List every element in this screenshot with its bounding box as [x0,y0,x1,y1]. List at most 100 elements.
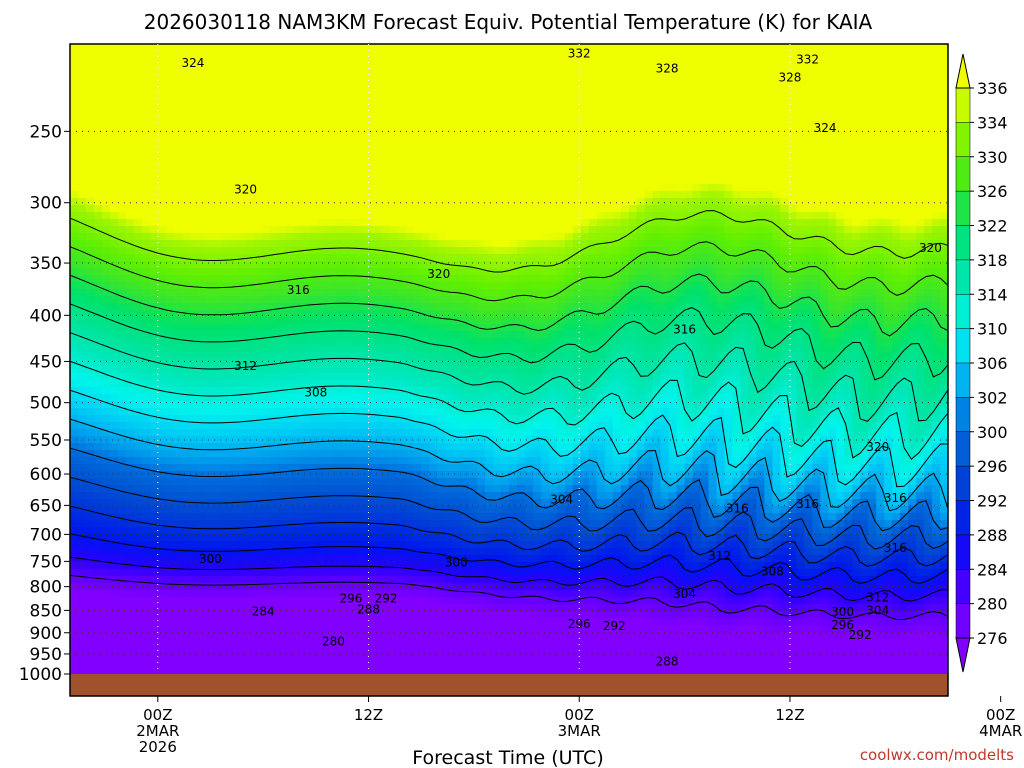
heatmap-cell [900,100,909,108]
heatmap-cell [580,191,590,199]
heatmap-cell [437,156,446,164]
heatmap-cell [501,191,510,199]
heatmap-cell [117,226,127,234]
heatmap-cell [780,100,789,108]
heatmap-cell [85,191,95,199]
heatmap-cell [221,282,231,290]
heatmap-cell [836,93,845,101]
heatmap-cell [900,268,909,276]
heatmap-cell [620,282,630,290]
heatmap-cell [285,359,295,367]
heatmap-cell [892,72,901,80]
heatmap-cell [333,114,342,122]
heatmap-cell [644,100,654,108]
heatmap-cell [373,338,382,346]
heatmap-cell [684,219,694,227]
heatmap-cell [349,240,358,248]
heatmap-cell [221,170,231,178]
heatmap-cell [892,86,901,94]
heatmap-cell [660,247,670,255]
heatmap-cell [197,93,207,101]
heatmap-cell [796,44,805,52]
heatmap-cell [900,86,909,94]
heatmap-cell [229,254,239,262]
heatmap-cell [381,58,390,66]
heatmap-cell [788,205,797,213]
heatmap-cell [445,233,454,241]
heatmap-cell [636,93,646,101]
heatmap-cell [940,247,948,255]
heatmap-cell [429,310,438,318]
heatmap-cell [932,72,941,80]
heatmap-cell [788,149,797,157]
heatmap-cell [309,72,319,80]
heatmap-cell [181,198,191,206]
heatmap-cell [405,359,414,367]
heatmap-cell [173,72,183,80]
heatmap-cell [493,72,502,80]
heatmap-cell [916,170,925,178]
heatmap-cell [940,191,948,199]
heatmap-cell [237,324,247,332]
heatmap-cell [133,247,143,255]
heatmap-cell [652,191,662,199]
heatmap-cell [620,303,630,311]
heatmap-cell [485,352,494,360]
heatmap-cell [493,128,502,136]
heatmap-cell [373,86,382,94]
heatmap-cell [493,100,502,108]
heatmap-cell [620,331,630,339]
heatmap-cell [924,86,933,94]
heatmap-cell [429,226,438,234]
heatmap-cell [612,247,622,255]
heatmap-cell [660,65,670,73]
heatmap-cell [413,247,422,255]
heatmap-cell [540,331,550,339]
heatmap-cell [852,58,861,66]
heatmap-cell [509,184,518,192]
heatmap-cell [756,345,766,353]
heatmap-cell [852,275,861,283]
heatmap-cell [125,289,135,297]
heatmap-cell [660,205,670,213]
heatmap-cell [141,226,151,234]
heatmap-cell [477,254,486,262]
heatmap-cell [85,198,95,206]
heatmap-cell [516,275,526,283]
heatmap-cell [245,198,255,206]
heatmap-cell [357,121,366,129]
heatmap-cell [501,226,510,234]
heatmap-cell [748,324,758,332]
heatmap-cell [636,317,646,325]
heatmap-cell [876,114,885,122]
heatmap-cell [461,135,470,143]
heatmap-cell [852,240,861,248]
heatmap-cell [405,275,414,283]
heatmap-cell [349,254,358,262]
heatmap-cell [357,72,366,80]
heatmap-cell [636,156,646,164]
heatmap-cell [469,170,478,178]
heatmap-cell [205,114,215,122]
heatmap-cell [237,254,247,262]
heatmap-cell [349,205,358,213]
heatmap-cell [93,163,103,171]
heatmap-cell [341,44,350,52]
heatmap-cell [700,58,710,66]
heatmap-cell [628,184,638,192]
heatmap-cell [732,107,742,115]
heatmap-cell [932,51,941,59]
heatmap-cell [652,324,662,332]
heatmap-cell [716,142,726,150]
heatmap-cell [85,317,95,325]
heatmap-cell [724,177,734,185]
heatmap-cell [900,177,909,185]
heatmap-cell [524,135,534,143]
heatmap-cell [788,121,797,129]
heatmap-cell [620,261,630,269]
heatmap-cell [213,359,223,367]
heatmap-cell [652,72,662,80]
heatmap-cell [365,352,374,360]
heatmap-cell [125,163,135,171]
heatmap-cell [165,289,175,297]
